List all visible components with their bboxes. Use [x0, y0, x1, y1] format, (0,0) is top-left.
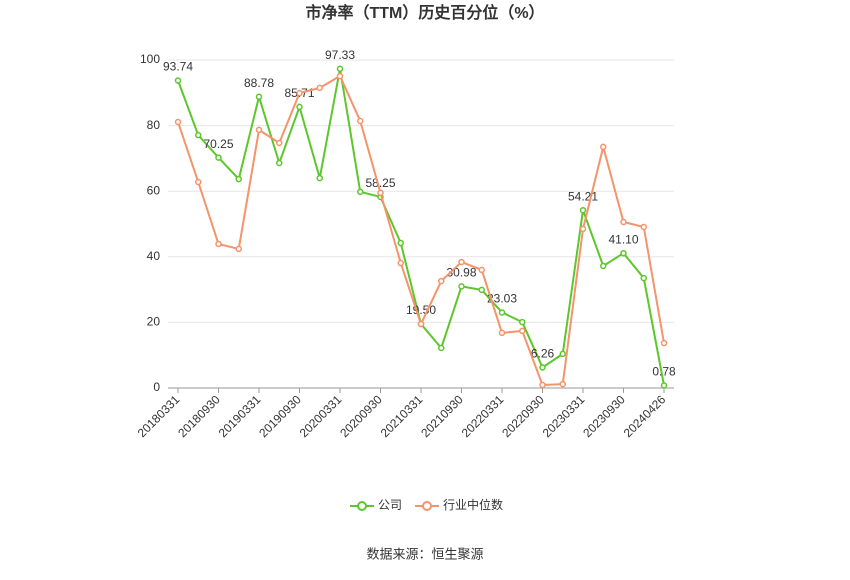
point: [498, 329, 506, 337]
point: [559, 350, 566, 358]
point: [377, 189, 384, 197]
point: [195, 178, 202, 186]
point: [296, 103, 303, 111]
point: [438, 344, 445, 352]
point: [438, 277, 445, 285]
point: [498, 309, 506, 316]
source: 数据来源：恒生聚源: [366, 546, 483, 561]
point: [276, 159, 283, 167]
point: [357, 188, 364, 196]
point: [539, 364, 546, 371]
point: [620, 218, 627, 226]
point: [255, 93, 263, 101]
data-label: 70.25: [203, 137, 233, 151]
legend-label: 公司: [378, 498, 402, 512]
data-label: 0.78: [652, 365, 676, 379]
point: [579, 206, 587, 214]
point: [458, 258, 465, 266]
point: [336, 72, 344, 80]
point: [316, 174, 323, 182]
y-tick-label: 0: [153, 380, 160, 394]
data-label: 97.33: [325, 48, 355, 62]
point: [215, 240, 222, 248]
point: [519, 318, 526, 326]
point: [296, 89, 303, 97]
legend-label: 行业中位数: [443, 497, 503, 512]
x-tick-label: 20180930: [175, 392, 223, 440]
y-tick-label: 60: [147, 183, 161, 197]
x-tick-label: 20190930: [256, 392, 304, 440]
legend-marker: [357, 501, 367, 511]
data-label: 23.03: [487, 292, 517, 306]
x-tick-label: 20220930: [499, 392, 547, 440]
x-tick-label: 20200331: [297, 392, 345, 440]
y-tick-label: 80: [147, 118, 161, 132]
point: [397, 259, 404, 267]
x-tick-label: 20210331: [378, 392, 426, 440]
point: [559, 380, 566, 388]
data-label: 19.50: [406, 303, 436, 317]
data-label: 6.26: [531, 347, 555, 361]
point: [478, 286, 485, 294]
point: [640, 223, 647, 231]
point: [458, 283, 465, 290]
x-tick-label: 20210930: [418, 392, 466, 440]
point: [235, 175, 242, 183]
point: [316, 84, 323, 92]
point: [235, 245, 242, 253]
point: [397, 239, 404, 247]
point: [255, 126, 263, 134]
point: [579, 225, 587, 233]
x-tick-label: 20200930: [337, 392, 385, 440]
data-label: 93.74: [163, 60, 193, 74]
point: [660, 382, 668, 389]
point: [417, 320, 425, 328]
point: [640, 274, 647, 282]
x-tick-label: 20230331: [540, 392, 588, 440]
point: [539, 381, 546, 389]
y-tick-label: 100: [140, 52, 160, 66]
point: [600, 143, 607, 151]
series-line: [177, 68, 665, 386]
point: [620, 249, 627, 257]
point: [276, 139, 283, 147]
x-tick-label: 20190331: [216, 392, 264, 440]
point: [336, 65, 344, 73]
data-label: 88.78: [244, 76, 274, 90]
point: [600, 262, 607, 270]
point: [519, 327, 526, 335]
y-tick-label: 40: [147, 249, 161, 263]
x-tick-label: 20230930: [580, 392, 628, 440]
x-tick-label: 20240426: [621, 392, 669, 440]
data-label: 41.10: [608, 232, 638, 246]
chart-title: 市净率（TTM）历史百分位（%）: [305, 3, 544, 22]
x-tick-label: 20220331: [459, 392, 507, 440]
point: [215, 154, 222, 161]
legend-marker: [422, 501, 432, 511]
point: [174, 77, 182, 84]
x-tick-label: 20180331: [135, 392, 183, 440]
point: [478, 266, 485, 274]
point: [660, 339, 668, 347]
y-tick-label: 20: [147, 315, 161, 329]
point: [174, 118, 182, 126]
point: [195, 131, 202, 139]
data-label: 58.25: [365, 176, 395, 190]
point: [357, 117, 364, 125]
data-label: 54.21: [568, 189, 598, 203]
